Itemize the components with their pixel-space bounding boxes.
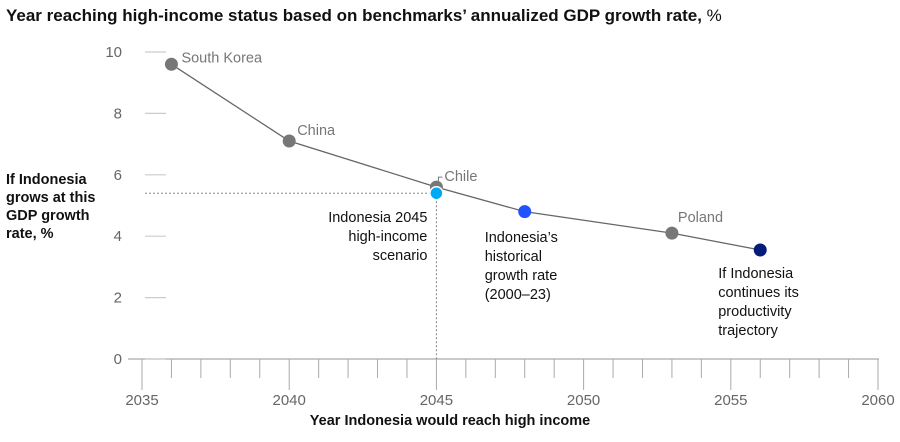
label-indonesia-2045-scenario: Indonesia 2045 high-income scenario <box>328 210 427 264</box>
title-unit: % <box>706 6 722 25</box>
y-tick-label: 10 <box>105 44 122 61</box>
label-indonesia-historical: Indonesia’s historical growth rate (2000–23… <box>485 230 558 303</box>
label-south-korea: South Korea <box>181 50 263 66</box>
title-text: Year reaching high-income status based o… <box>6 6 702 25</box>
label-china: China <box>297 123 336 139</box>
x-tick-label: 2055 <box>714 392 747 409</box>
data-point-indonesia-s-historical-growth-rate-2000-23- <box>518 205 532 219</box>
y-tick-label: 4 <box>114 228 122 245</box>
series-line <box>171 63 761 251</box>
y-axis-label: If Indonesia grows at this GDP growth ra… <box>6 172 96 242</box>
data-point-china <box>282 134 296 148</box>
y-tick-label: 2 <box>114 290 122 307</box>
label-chile: Chile <box>444 169 477 185</box>
x-tick-label: 2035 <box>125 392 158 409</box>
x-tick-label: 2050 <box>567 392 600 409</box>
chile-leader <box>437 176 443 184</box>
y-tick-label: 6 <box>114 167 122 184</box>
data-point-south-korea <box>164 57 178 71</box>
data-point-indonesia-2045-high-income-scenario <box>429 185 444 201</box>
x-tick-label: 2060 <box>861 392 894 409</box>
data-point-poland <box>665 226 679 240</box>
data-point-if-indonesia-continues-its-productivity-trajectory <box>753 243 767 257</box>
label-indonesia-trajectory: If Indonesia continues its productivity tra… <box>718 266 799 339</box>
y-tick-label: 8 <box>114 105 122 122</box>
x-axis-label: Year Indonesia would reach high income <box>309 413 591 429</box>
y-tick-label: 0 <box>114 351 122 368</box>
chart-title: Year reaching high-income status based o… <box>6 6 722 26</box>
x-tick-label: 2040 <box>273 392 306 409</box>
label-poland: Poland <box>678 210 723 226</box>
x-tick-label: 2045 <box>420 392 453 409</box>
